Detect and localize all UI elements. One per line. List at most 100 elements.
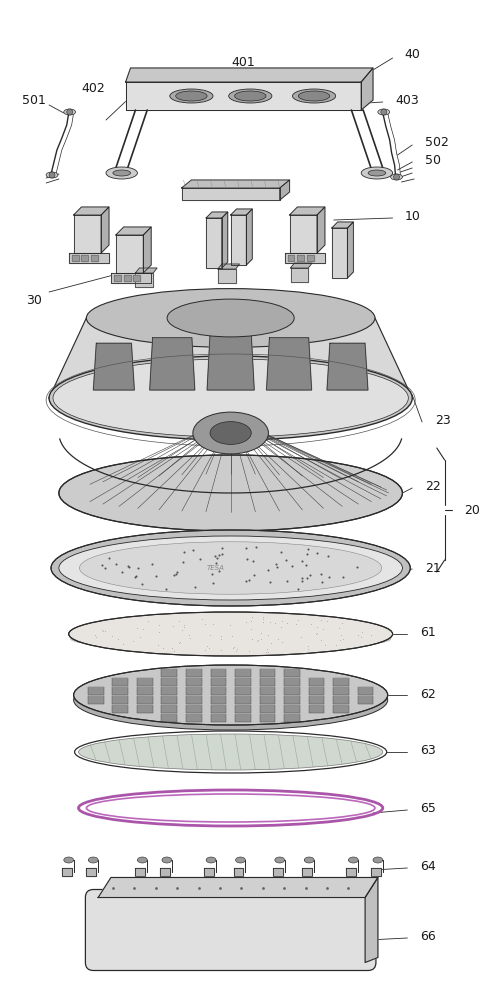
Bar — [161, 696, 177, 704]
Bar — [112, 678, 128, 686]
Bar — [235, 704, 251, 712]
Bar — [235, 714, 251, 722]
Polygon shape — [135, 273, 153, 287]
Bar — [260, 696, 275, 704]
Polygon shape — [91, 255, 98, 261]
Text: 40: 40 — [404, 47, 420, 60]
Polygon shape — [332, 228, 348, 278]
Ellipse shape — [348, 857, 358, 863]
Ellipse shape — [298, 91, 330, 101]
Ellipse shape — [206, 857, 216, 863]
Polygon shape — [347, 868, 356, 876]
Ellipse shape — [59, 536, 402, 600]
Bar — [161, 686, 177, 694]
Ellipse shape — [113, 170, 131, 176]
Bar — [186, 714, 201, 722]
Bar — [308, 696, 324, 704]
Ellipse shape — [53, 359, 408, 437]
Text: TESA: TESA — [207, 565, 225, 571]
Bar — [112, 704, 128, 712]
Text: 64: 64 — [420, 860, 436, 874]
Ellipse shape — [71, 628, 390, 650]
Text: 62: 62 — [420, 688, 436, 700]
Polygon shape — [307, 255, 314, 261]
Ellipse shape — [67, 109, 73, 115]
Polygon shape — [81, 255, 88, 261]
Text: 20: 20 — [464, 504, 480, 516]
Bar — [112, 696, 128, 704]
Bar — [284, 696, 300, 704]
Polygon shape — [273, 868, 282, 876]
Text: 402: 402 — [81, 82, 105, 95]
Bar — [161, 678, 177, 686]
Ellipse shape — [162, 857, 172, 863]
Polygon shape — [218, 269, 236, 283]
Ellipse shape — [64, 857, 74, 863]
Text: 21: 21 — [425, 562, 441, 574]
Ellipse shape — [88, 857, 98, 863]
Bar — [308, 704, 324, 712]
Polygon shape — [207, 335, 254, 390]
Polygon shape — [69, 253, 109, 263]
Polygon shape — [297, 255, 304, 261]
Polygon shape — [74, 207, 109, 215]
Ellipse shape — [381, 109, 387, 115]
Polygon shape — [49, 318, 412, 398]
Bar — [284, 668, 300, 676]
Bar — [260, 704, 275, 712]
Polygon shape — [135, 268, 157, 273]
Ellipse shape — [137, 857, 147, 863]
Bar — [137, 686, 153, 694]
Polygon shape — [72, 255, 79, 261]
Bar — [308, 678, 324, 686]
Ellipse shape — [86, 289, 375, 347]
Bar — [211, 678, 226, 686]
Ellipse shape — [106, 167, 137, 179]
Bar — [137, 678, 153, 686]
Bar — [333, 704, 349, 712]
Polygon shape — [86, 868, 96, 876]
Polygon shape — [74, 215, 101, 253]
Ellipse shape — [236, 857, 245, 863]
Bar — [211, 668, 226, 676]
Text: 65: 65 — [420, 802, 436, 814]
Polygon shape — [291, 268, 308, 282]
Polygon shape — [204, 868, 214, 876]
Bar — [284, 678, 300, 686]
Bar — [112, 686, 128, 694]
Polygon shape — [332, 222, 353, 228]
Bar — [358, 696, 374, 704]
Polygon shape — [124, 275, 131, 281]
Bar — [235, 696, 251, 704]
Bar — [235, 678, 251, 686]
Bar — [137, 704, 153, 712]
Text: 403: 403 — [396, 95, 419, 107]
Ellipse shape — [51, 530, 410, 606]
Ellipse shape — [235, 91, 266, 101]
Text: 22: 22 — [425, 481, 441, 493]
Ellipse shape — [368, 170, 386, 176]
Polygon shape — [285, 253, 325, 263]
Text: 61: 61 — [420, 626, 436, 640]
Polygon shape — [231, 209, 252, 215]
Ellipse shape — [69, 612, 393, 656]
Bar — [308, 686, 324, 694]
Polygon shape — [206, 218, 222, 268]
Polygon shape — [114, 275, 120, 281]
Ellipse shape — [64, 109, 76, 115]
Text: 401: 401 — [231, 55, 255, 68]
Bar — [211, 686, 226, 694]
Ellipse shape — [80, 542, 382, 594]
Ellipse shape — [74, 665, 388, 725]
Polygon shape — [222, 212, 228, 268]
Polygon shape — [98, 878, 378, 898]
Bar — [260, 678, 275, 686]
Bar — [186, 678, 201, 686]
Polygon shape — [280, 180, 290, 200]
Polygon shape — [327, 343, 368, 390]
FancyBboxPatch shape — [85, 890, 376, 970]
Polygon shape — [111, 273, 151, 283]
Ellipse shape — [210, 422, 251, 444]
Bar — [211, 704, 226, 712]
Ellipse shape — [74, 670, 388, 730]
